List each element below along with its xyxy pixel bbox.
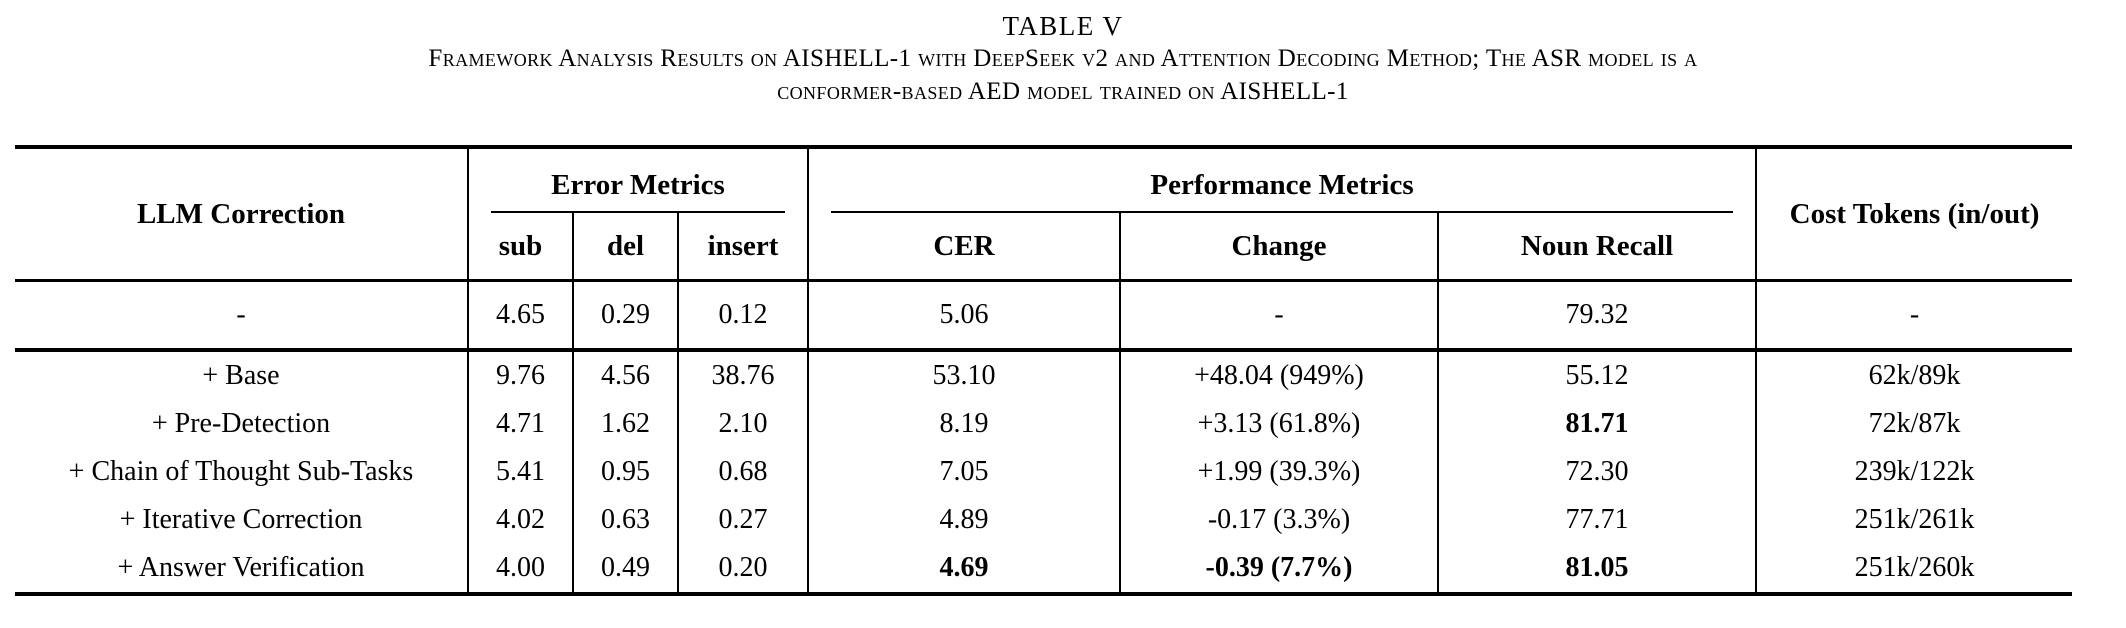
cell-cost: 239k/122k (1755, 448, 2073, 496)
header-sub-row: sub del insert CER Change Noun Recall (15, 213, 2072, 281)
cell-insert: 2.10 (677, 400, 808, 448)
cell-insert: 0.20 (677, 544, 808, 596)
caption-line-2: conformer-based AED model trained on AIS… (777, 78, 1349, 105)
cell-cost: 251k/260k (1755, 544, 2073, 596)
table-row: + Iterative Correction 4.02 0.63 0.27 4.… (15, 496, 2073, 544)
group-header-performance-metrics: Performance Metrics (806, 145, 1757, 213)
cell-noun-recall: 55.12 (1436, 350, 1757, 400)
group-header-error-metrics-label: Error Metrics (551, 169, 725, 201)
cell-noun-recall: 81.05 (1436, 544, 1757, 596)
table-row: + Chain of Thought Sub-Tasks 5.41 0.95 0… (15, 448, 2073, 496)
table-row: + Base 9.76 4.56 38.76 53.10 +48.04 (949… (15, 350, 2073, 400)
cell-change: +48.04 (949%) (1119, 350, 1438, 400)
cell-cer: 4.89 (807, 496, 1120, 544)
group-header-performance-metrics-label: Performance Metrics (1150, 169, 1414, 201)
performance-metrics-underline: Performance Metrics (831, 165, 1734, 213)
cell-insert: 0.27 (677, 496, 808, 544)
cell-sub: 5.41 (467, 448, 573, 496)
row-label: + Iterative Correction (119, 504, 363, 535)
cell-del: 0.29 (572, 279, 678, 352)
col-header-noun-recall: Noun Recall (1436, 213, 1757, 281)
cell-insert: 0.12 (677, 279, 808, 352)
row-label: - (15, 279, 468, 352)
cell-change: -0.39 (7.7%) (1119, 544, 1438, 596)
cell-cer: 7.05 (807, 448, 1120, 496)
paper-table-figure: TABLE V Framework Analysis Results on AI… (0, 0, 2126, 596)
cell-cost: - (1755, 279, 2073, 352)
row-label: + Answer Verification (15, 544, 468, 596)
cell-noun-recall: 72.30 (1436, 448, 1757, 496)
col-header-sub: sub (467, 213, 573, 281)
row-label: + Base (202, 360, 280, 391)
cell-cost: 62k/89k (1755, 350, 2073, 400)
cell-cer: 4.69 (807, 544, 1120, 596)
table-caption: TABLE V Framework Analysis Results on AI… (0, 0, 2126, 108)
cell-del: 4.56 (572, 350, 678, 400)
cell-sub: 9.76 (467, 350, 573, 400)
col-header-insert: insert (677, 213, 808, 281)
cell-sub: 4.65 (467, 279, 573, 352)
col-header-llm-correction: LLM Correction (15, 145, 468, 281)
cell-noun-recall: 77.71 (1436, 496, 1757, 544)
header-group-row: LLM Correction Error Metrics Performance… (15, 145, 2073, 281)
cell-change: +3.13 (61.8%) (1119, 400, 1438, 448)
cell-cost: 72k/87k (1755, 400, 2073, 448)
table-row: + Pre-Detection 4.71 1.62 2.10 8.19 +3.1… (15, 400, 2073, 448)
group-header-error-metrics: Error Metrics (467, 145, 808, 213)
table-row: + Answer Verification 4.00 0.49 0.20 4.6… (15, 544, 2073, 596)
col-header-cost-tokens: Cost Tokens (in/out) (1755, 145, 2073, 281)
cell-del: 0.63 (572, 496, 678, 544)
error-metrics-underline: Error Metrics (491, 165, 785, 213)
results-table: LLM Correction Error Metrics Performance… (15, 145, 2073, 596)
cell-del: 1.62 (572, 400, 678, 448)
col-header-del: del (572, 213, 678, 281)
cell-insert: 38.76 (677, 350, 808, 400)
cell-sub: 4.02 (467, 496, 573, 544)
cell-sub: 4.00 (467, 544, 573, 596)
cell-change: +1.99 (39.3%) (1119, 448, 1438, 496)
cell-noun-recall: 81.71 (1436, 400, 1757, 448)
cell-del: 0.49 (572, 544, 678, 596)
cell-change: -0.17 (3.3%) (1119, 496, 1438, 544)
row-label: + Pre-Detection (151, 408, 331, 439)
cell-cost: 251k/261k (1755, 496, 2073, 544)
cell-cer: 53.10 (807, 350, 1120, 400)
table-number: TABLE V (1002, 11, 1124, 41)
row-label: + Chain of Thought Sub-Tasks (68, 456, 414, 487)
cell-insert: 0.68 (677, 448, 808, 496)
cell-cer: 8.19 (807, 400, 1120, 448)
col-header-cer: CER (807, 213, 1120, 281)
caption-line-1: Framework Analysis Results on AISHELL-1 … (428, 45, 1698, 72)
cell-sub: 4.71 (467, 400, 573, 448)
cell-noun-recall: 79.32 (1436, 279, 1757, 352)
col-header-change: Change (1119, 213, 1438, 281)
cell-cer: 5.06 (807, 279, 1120, 352)
cell-change: - (1119, 279, 1438, 352)
cell-del: 0.95 (572, 448, 678, 496)
baseline-row: - 4.65 0.29 0.12 5.06 - 79.32 - (15, 279, 2073, 352)
